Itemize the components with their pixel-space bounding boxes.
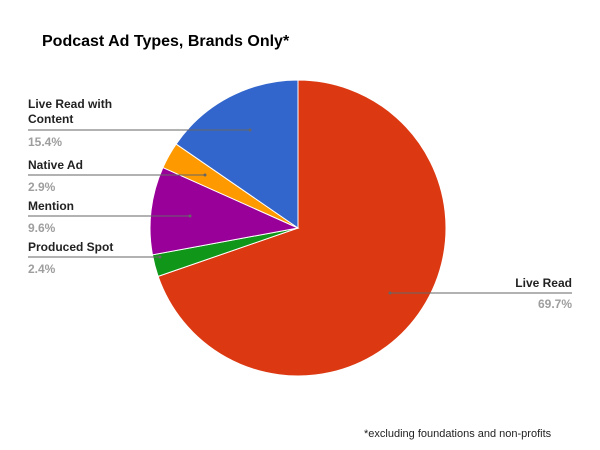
leader-dot [158,255,162,259]
slice-value-label: 69.7% [537,297,572,311]
slice-label: Produced Spot [28,240,114,254]
pie-slice [149,166,300,256]
leader-dot [388,291,392,295]
slice-value-label: 15.4% [28,135,63,149]
footnote: *excluding foundations and non-profits [364,428,552,440]
slice-value-label: 9.6% [28,221,56,235]
pie-slice [157,79,447,377]
slice-value-label: 2.9% [28,180,56,194]
slice-label: Live Read [515,276,572,290]
leader-dot [203,173,207,177]
slice-label: Mention [28,199,74,213]
chart-title: Podcast Ad Types, Brands Only* [42,33,290,50]
slice-value-label: 2.4% [28,262,56,276]
slice-label: Live Read with Content [28,97,113,126]
pie-slice [175,79,299,229]
slice-label: Native Ad [28,158,83,172]
leader-dot [188,214,192,218]
leader-dot [248,128,252,132]
